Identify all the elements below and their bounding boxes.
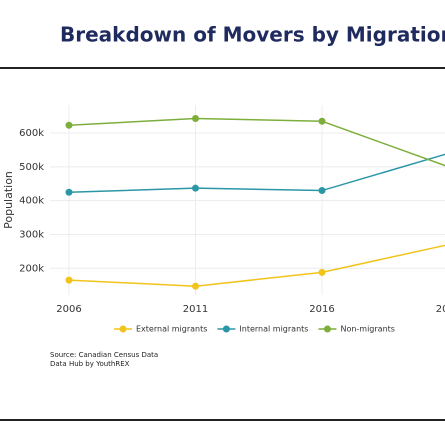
point: [192, 115, 199, 123]
legend-label: External migrants: [136, 325, 207, 334]
point: [318, 187, 326, 195]
chart-title: Breakdown of Movers by Migration Status: [60, 23, 445, 47]
legend-swatch: [222, 325, 230, 333]
x-tick-label: 2016: [309, 304, 334, 315]
point: [192, 184, 199, 192]
point: [65, 121, 73, 129]
y-tick-label: 200k: [19, 263, 44, 274]
point: [65, 276, 73, 284]
legend-label: Non-migrants: [340, 325, 395, 334]
point: [318, 268, 326, 276]
x-tick-label: 2021: [436, 304, 445, 315]
point: [65, 188, 73, 196]
x-tick-label: 2006: [56, 304, 81, 315]
legend-swatch: [119, 325, 127, 333]
legend-swatch: [323, 325, 331, 333]
point: [192, 282, 199, 290]
series-line: [68, 153, 445, 193]
point: [318, 117, 326, 125]
series-line: [68, 244, 445, 287]
y-tick-label: 400k: [19, 196, 44, 207]
y-tick-label: 500k: [19, 162, 44, 173]
x-tick-label: 2011: [183, 304, 208, 315]
y-tick-label: 300k: [19, 229, 44, 240]
y-tick-label: 600k: [19, 128, 44, 139]
y-axis-label: Population: [2, 171, 15, 229]
source: Source: Canadian Census Data: [50, 351, 158, 359]
series-line: [68, 117, 445, 167]
source: Data Hub by YouthREX: [50, 360, 130, 368]
legend-label: Internal migrants: [239, 325, 308, 334]
